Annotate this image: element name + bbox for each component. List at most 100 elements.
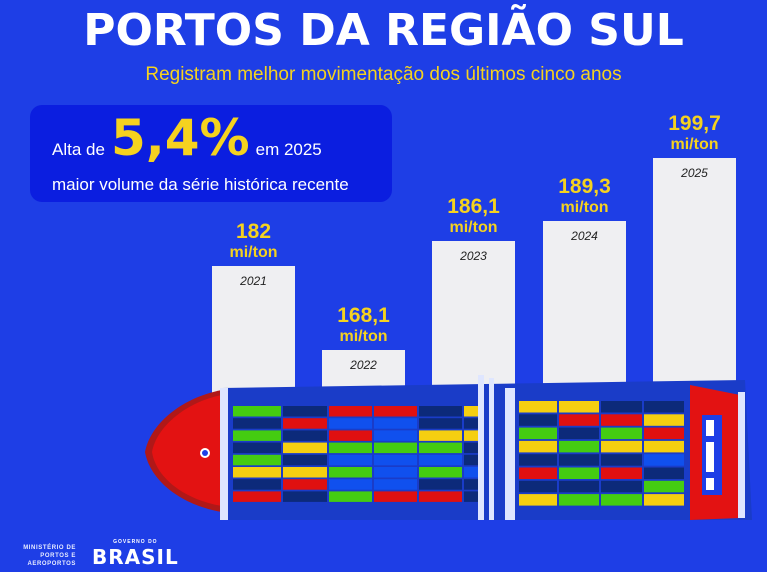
container	[283, 430, 327, 441]
highlight-callout: Alta de 5,4% em 2025 maior volume da sér…	[30, 105, 392, 202]
container	[644, 480, 684, 493]
container	[559, 414, 599, 426]
value-text: 168,1	[337, 304, 390, 327]
unit-text: mi/ton	[449, 218, 498, 236]
container	[329, 467, 372, 478]
container	[559, 401, 599, 413]
container	[559, 467, 599, 479]
container	[519, 454, 557, 466]
container	[601, 467, 642, 479]
value-text: 182	[235, 219, 272, 243]
container	[419, 454, 462, 466]
container	[419, 418, 462, 429]
container	[519, 467, 557, 479]
container	[559, 494, 599, 506]
bar-2023: 2023	[432, 240, 515, 400]
bar-year-label: 2024	[571, 229, 598, 244]
bar-value-label: 182 mi/ton	[194, 220, 314, 262]
bar-2025: 2025	[653, 157, 736, 400]
callout-prefix: Alta de	[52, 140, 105, 159]
container	[519, 401, 557, 413]
bar-year-label: 2021	[240, 273, 267, 288]
container	[329, 491, 372, 502]
mast-right	[489, 378, 494, 520]
callout-line1: Alta de 5,4% em 2025	[52, 113, 322, 165]
container	[283, 406, 327, 417]
container	[601, 440, 642, 453]
container	[374, 479, 417, 490]
container	[419, 442, 462, 454]
container	[464, 406, 478, 417]
gov-big-text: BRASIL	[92, 545, 179, 569]
container	[601, 427, 642, 440]
container	[519, 494, 557, 506]
container	[329, 454, 372, 466]
container	[601, 480, 642, 493]
page-title: PORTOS DA REGIÃO SUL	[83, 5, 684, 56]
callout-value: 5,4%	[110, 109, 250, 167]
container	[519, 427, 557, 440]
container	[374, 454, 417, 466]
container	[601, 494, 642, 506]
page-subtitle: Registram melhor movimentação dos último…	[145, 64, 622, 85]
container	[644, 467, 684, 479]
bridge-window	[706, 420, 714, 436]
bridge-window	[706, 478, 714, 490]
gov-small-text: GOVERNO DO	[113, 539, 158, 545]
container	[374, 418, 417, 429]
container	[233, 418, 281, 429]
value-text: 189,3	[558, 175, 611, 199]
container	[464, 442, 478, 454]
container	[374, 430, 417, 441]
container	[601, 414, 642, 426]
container	[283, 491, 327, 502]
value-text: 199,7	[668, 111, 721, 135]
container	[644, 427, 684, 440]
container	[559, 427, 599, 440]
container	[374, 406, 417, 417]
bar-year-label: 2022	[350, 358, 377, 372]
container	[233, 454, 281, 466]
container	[464, 479, 478, 490]
unit-text: mi/ton	[339, 328, 388, 345]
bar-2024: 2024	[543, 221, 626, 400]
container	[233, 430, 281, 441]
container	[233, 491, 281, 502]
container	[464, 418, 478, 429]
container	[559, 440, 599, 453]
container	[419, 430, 462, 441]
porthole-center	[202, 450, 208, 456]
container	[329, 406, 372, 417]
container	[329, 442, 372, 454]
bridge-window	[706, 442, 714, 472]
container	[283, 454, 327, 466]
container	[464, 491, 478, 502]
container	[419, 491, 462, 502]
container	[464, 454, 478, 466]
container	[419, 479, 462, 490]
container	[644, 454, 684, 466]
hull-divider	[505, 388, 515, 520]
bar-year-label: 2025	[681, 165, 708, 180]
bar-value-label: 186,1 mi/ton	[414, 195, 534, 237]
container	[419, 406, 462, 417]
container	[283, 467, 327, 478]
bar-2021: 2021	[212, 265, 295, 400]
bar-value-label: 199,7 mi/ton	[635, 112, 755, 154]
unit-text: mi/ton	[670, 135, 719, 153]
container	[329, 479, 372, 490]
ship-bow	[152, 395, 222, 506]
container	[519, 440, 557, 453]
container	[464, 430, 478, 441]
bar-value-label: 189,3 mi/ton	[525, 175, 645, 217]
container	[559, 454, 599, 466]
container	[559, 480, 599, 493]
container	[644, 494, 684, 506]
container	[644, 401, 684, 413]
unit-text: mi/ton	[229, 243, 278, 261]
callout-suffix: em 2025	[255, 140, 322, 159]
hull-post	[220, 388, 228, 520]
container	[374, 442, 417, 454]
container	[519, 480, 557, 493]
container	[233, 467, 281, 478]
